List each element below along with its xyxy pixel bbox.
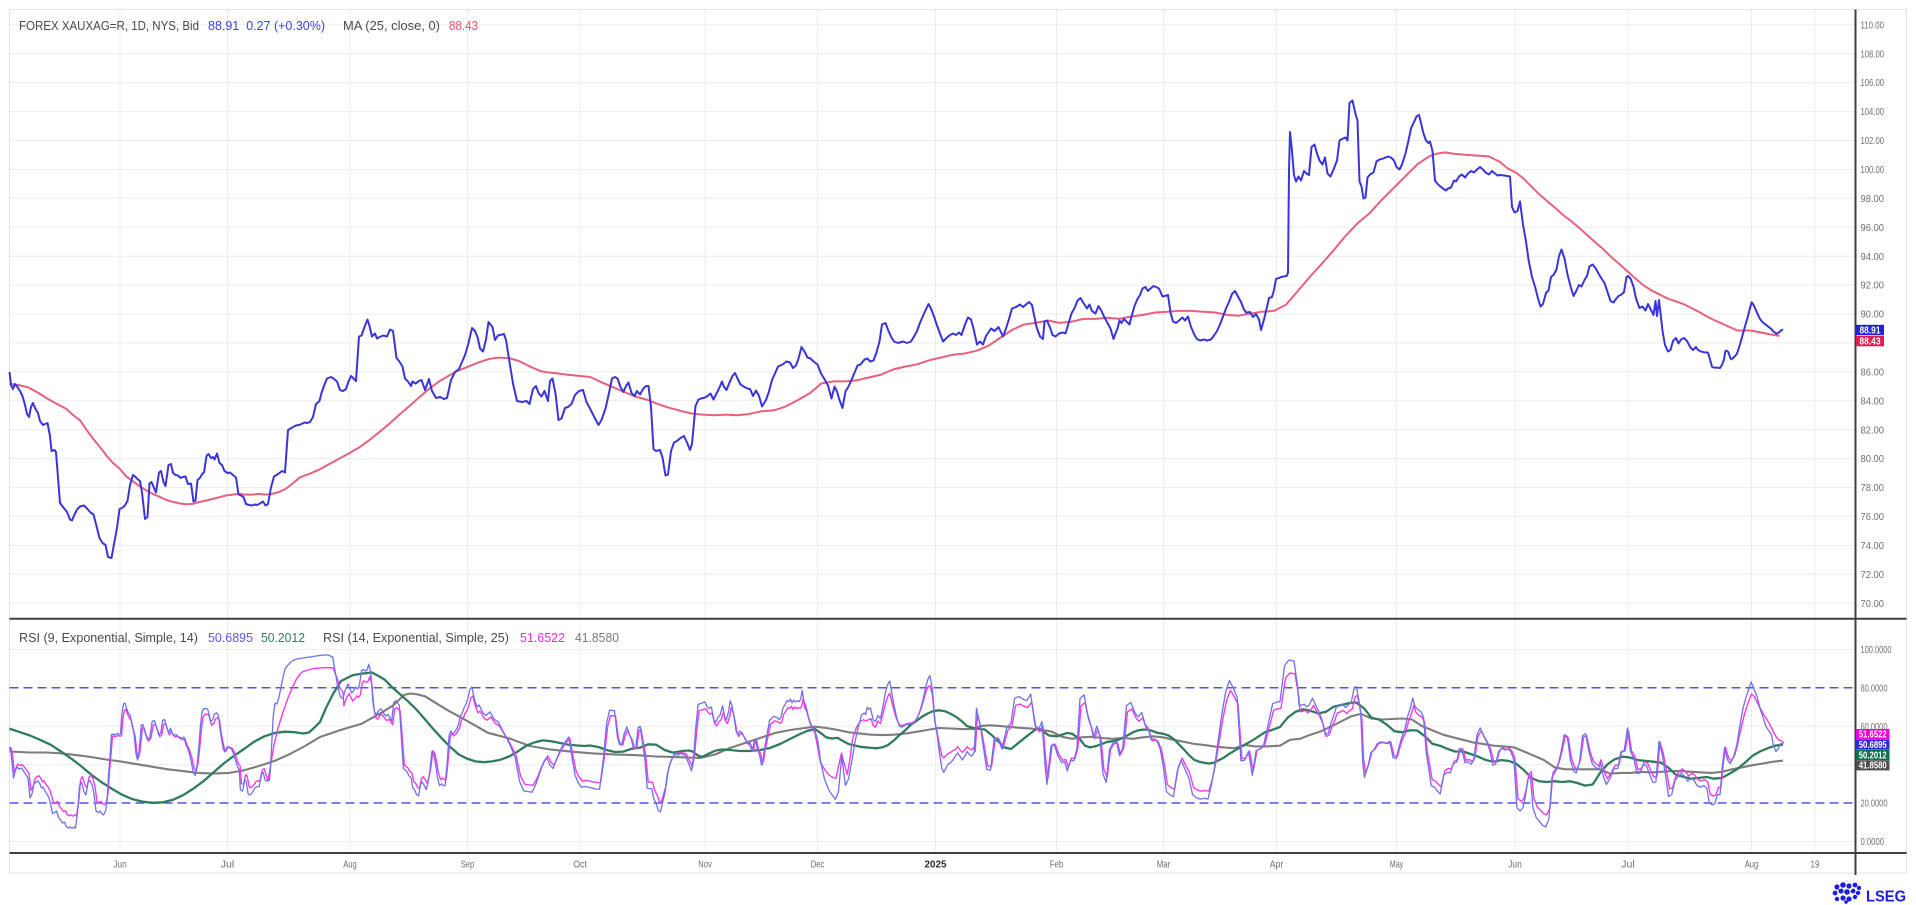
svg-text:RSI (9, Exponential, Simple, 1: RSI (9, Exponential, Simple, 14): [19, 630, 198, 645]
svg-text:100.0000: 100.0000: [1861, 644, 1892, 656]
svg-text:78.00: 78.00: [1861, 482, 1885, 494]
svg-text:Oct: Oct: [573, 859, 587, 870]
svg-text:51.6522: 51.6522: [520, 630, 565, 645]
svg-text:88.43: 88.43: [1860, 337, 1881, 348]
svg-text:106.00: 106.00: [1861, 77, 1885, 89]
svg-text:82.00: 82.00: [1861, 424, 1885, 436]
svg-text:RSI (14, Exponential, Simple,: RSI (14, Exponential, Simple, 25): [323, 630, 509, 645]
svg-text:LSEG: LSEG: [1866, 889, 1906, 905]
svg-text:Sep: Sep: [461, 859, 475, 870]
svg-text:Jun: Jun: [1508, 859, 1522, 870]
svg-text:41.8580: 41.8580: [1859, 761, 1887, 772]
svg-text:Apr: Apr: [1270, 859, 1284, 870]
svg-text:80.00: 80.00: [1861, 453, 1885, 465]
svg-text:76.00: 76.00: [1861, 511, 1885, 523]
svg-text:72.00: 72.00: [1861, 569, 1885, 581]
svg-text:50.6895: 50.6895: [208, 630, 253, 645]
svg-text:88.43: 88.43: [449, 18, 478, 33]
svg-text:86.00: 86.00: [1861, 366, 1885, 378]
svg-text:50.2012: 50.2012: [261, 630, 305, 645]
svg-text:100.00: 100.00: [1861, 164, 1885, 176]
svg-text:70.00: 70.00: [1861, 598, 1885, 610]
svg-text:96.00: 96.00: [1861, 222, 1885, 234]
svg-text:51.6522: 51.6522: [1859, 730, 1887, 741]
svg-text:88.91: 88.91: [1860, 325, 1881, 336]
svg-text:98.00: 98.00: [1861, 193, 1885, 205]
svg-text:FOREX XAUXAG=R, 1D, NYS, Bid: FOREX XAUXAG=R, 1D, NYS, Bid: [19, 18, 199, 33]
svg-text:0.0000: 0.0000: [1861, 836, 1885, 848]
svg-text:94.00: 94.00: [1861, 251, 1885, 263]
svg-text:41.8580: 41.8580: [575, 630, 619, 645]
svg-text:Aug: Aug: [1745, 859, 1759, 870]
svg-text:50.2012: 50.2012: [1859, 750, 1887, 761]
svg-text:92.00: 92.00: [1861, 280, 1885, 292]
svg-text:2025: 2025: [925, 858, 947, 870]
svg-text:MA (25, close, 0): MA (25, close, 0): [343, 18, 440, 33]
svg-text:50.6895: 50.6895: [1859, 740, 1887, 751]
svg-text:74.00: 74.00: [1861, 540, 1885, 552]
svg-text:88.91 0.27 (+0.30%): 88.91 0.27 (+0.30%): [208, 18, 325, 33]
svg-text:Jul: Jul: [221, 859, 235, 870]
svg-text:80.0000: 80.0000: [1861, 682, 1888, 694]
svg-text:90.00: 90.00: [1861, 309, 1885, 321]
svg-text:110.00: 110.00: [1861, 19, 1885, 31]
svg-text:104.00: 104.00: [1861, 106, 1885, 118]
svg-text:19: 19: [1811, 859, 1820, 870]
svg-text:Jun: Jun: [113, 859, 127, 870]
svg-text:Jul: Jul: [1621, 859, 1635, 870]
svg-text:Aug: Aug: [343, 859, 357, 870]
svg-text:102.00: 102.00: [1861, 135, 1885, 147]
svg-text:Dec: Dec: [811, 859, 825, 870]
svg-text:108.00: 108.00: [1861, 48, 1885, 60]
svg-text:Nov: Nov: [698, 859, 712, 870]
svg-text:20.0000: 20.0000: [1861, 798, 1888, 810]
svg-text:Mar: Mar: [1157, 859, 1171, 870]
svg-text:84.00: 84.00: [1861, 395, 1885, 407]
svg-text:Feb: Feb: [1050, 859, 1064, 870]
svg-text:May: May: [1390, 859, 1404, 870]
